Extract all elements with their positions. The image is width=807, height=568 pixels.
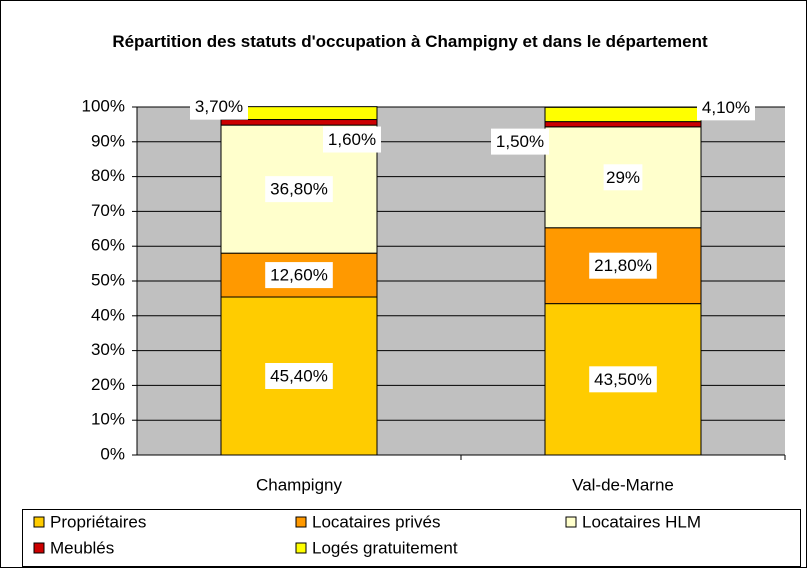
x-tick-label: Champigny <box>256 475 342 494</box>
value-label: 36,80% <box>270 180 328 199</box>
value-label: 1,60% <box>328 130 376 149</box>
value-label-box <box>190 93 248 120</box>
value-label: 21,80% <box>594 256 652 275</box>
value-label-box <box>323 126 381 153</box>
bar-segment <box>544 121 702 128</box>
y-tick-label: 80% <box>91 166 125 185</box>
legend-swatch <box>295 542 307 554</box>
y-tick-label: 40% <box>91 305 125 324</box>
value-label: 43,50% <box>594 370 652 389</box>
y-tick-label: 10% <box>91 410 125 429</box>
y-tick-label: 50% <box>91 270 125 289</box>
value-label: 4,10% <box>702 98 750 117</box>
value-label: 1,50% <box>496 132 544 151</box>
bar-segment <box>220 119 378 126</box>
value-label: 29% <box>606 168 640 187</box>
legend-swatch <box>33 516 45 528</box>
value-label-box <box>697 94 755 121</box>
legend-label: Locataires HLM <box>582 512 701 531</box>
legend-box <box>22 509 801 567</box>
value-label-box <box>265 363 333 390</box>
legend-label: Logés gratuitement <box>312 538 458 557</box>
value-label: 3,70% <box>195 97 243 116</box>
value-label: 45,40% <box>270 366 328 385</box>
value-label: 12,60% <box>270 266 328 285</box>
legend-label: Meublés <box>50 538 114 557</box>
legend-label: Propriétaires <box>50 512 146 531</box>
legend-swatch <box>33 542 45 554</box>
y-tick-label: 30% <box>91 340 125 359</box>
y-tick-label: 60% <box>91 236 125 255</box>
chart-title: Répartition des statuts d'occupation à C… <box>112 32 708 51</box>
y-tick-label: 100% <box>82 96 125 115</box>
value-label-box <box>265 262 333 289</box>
y-tick-label: 20% <box>91 375 125 394</box>
legend-swatch <box>295 516 307 528</box>
value-label-box <box>589 252 657 279</box>
x-tick-label: Val-de-Marne <box>572 475 674 494</box>
legend-label: Locataires privés <box>312 512 441 531</box>
y-tick-label: 90% <box>91 131 125 150</box>
value-label-box <box>603 164 643 191</box>
value-label-box <box>491 128 549 155</box>
value-label-box <box>589 366 657 393</box>
y-tick-label: 70% <box>91 201 125 220</box>
legend-swatch <box>565 516 577 528</box>
value-label-box <box>265 176 333 203</box>
bar-segment <box>544 106 702 123</box>
y-tick-label: 0% <box>100 444 125 463</box>
